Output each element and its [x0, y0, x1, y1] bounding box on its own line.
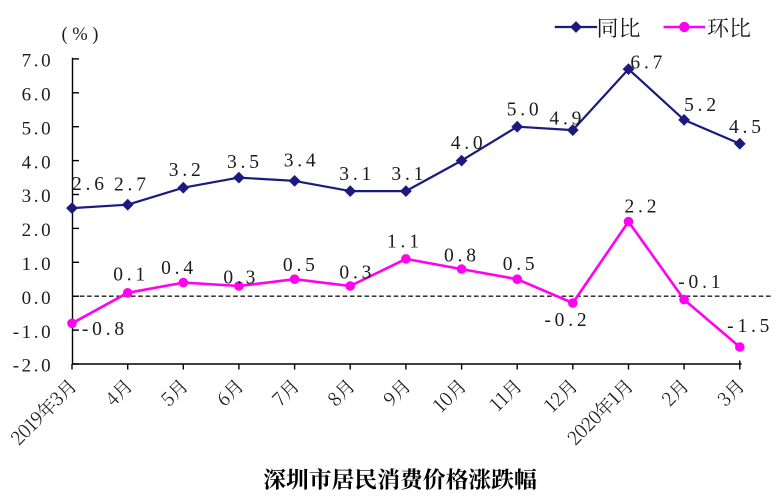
svg-text:0.3: 0.3	[339, 263, 375, 284]
svg-text:5.2: 5.2	[684, 95, 720, 116]
svg-text:4.0: 4.0	[451, 133, 487, 154]
svg-text:1.1: 1.1	[387, 232, 423, 253]
svg-text:6.7: 6.7	[630, 53, 666, 74]
svg-text:(%): (%)	[62, 25, 104, 45]
svg-text:2.0: 2.0	[22, 220, 54, 241]
svg-text:0.0: 0.0	[22, 288, 54, 309]
svg-text:-1.0: -1.0	[13, 322, 53, 343]
svg-text:3.4: 3.4	[284, 150, 320, 171]
svg-text:2.2: 2.2	[625, 196, 661, 217]
svg-text:3.1: 3.1	[391, 164, 427, 185]
svg-text:4.9: 4.9	[549, 108, 585, 129]
svg-text:0.5: 0.5	[503, 254, 539, 275]
svg-text:3.0: 3.0	[22, 186, 54, 207]
svg-text:4.0: 4.0	[22, 152, 54, 173]
svg-text:0.5: 0.5	[283, 255, 319, 276]
svg-text:0.8: 0.8	[444, 246, 480, 267]
svg-text:4.5: 4.5	[729, 117, 765, 138]
svg-text:2.6: 2.6	[72, 174, 108, 195]
svg-text:0.1: 0.1	[113, 265, 149, 286]
svg-text:1.0: 1.0	[22, 254, 54, 275]
svg-text:0.4: 0.4	[161, 258, 197, 279]
svg-text:7.0: 7.0	[22, 51, 54, 72]
svg-text:6.0: 6.0	[22, 85, 54, 106]
svg-text:-1.5: -1.5	[727, 316, 773, 337]
svg-text:-0.2: -0.2	[544, 310, 590, 331]
svg-text:0.3: 0.3	[223, 268, 259, 289]
svg-text:3.5: 3.5	[227, 152, 263, 173]
svg-text:-2.0: -2.0	[13, 356, 53, 377]
svg-text:-0.8: -0.8	[82, 319, 128, 340]
svg-text:2.7: 2.7	[114, 174, 150, 195]
svg-text:5.0: 5.0	[22, 118, 54, 139]
svg-text:3.2: 3.2	[169, 160, 205, 181]
svg-text:5.0: 5.0	[507, 99, 543, 120]
svg-text:3.1: 3.1	[339, 164, 375, 185]
svg-text:-0.1: -0.1	[678, 272, 724, 293]
